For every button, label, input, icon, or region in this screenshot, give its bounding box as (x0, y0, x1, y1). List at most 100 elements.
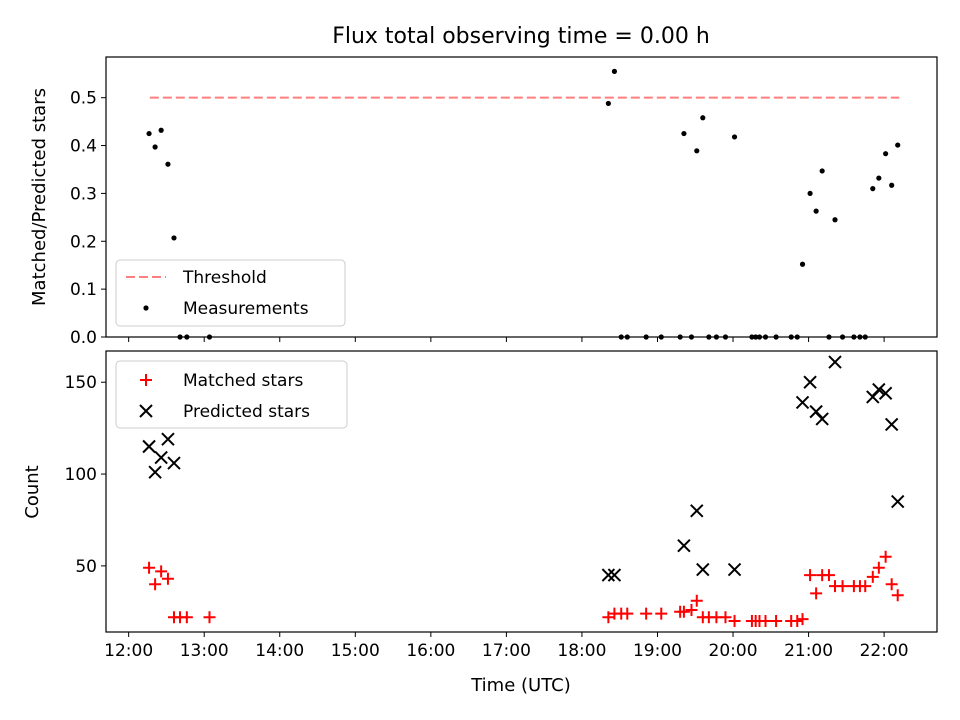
y-tick-label: 0.1 (70, 280, 97, 300)
x-tick-label: 16:00 (406, 641, 455, 661)
matched-point (836, 580, 849, 593)
predicted-point (815, 412, 829, 426)
y-tick-label: 0.5 (70, 89, 97, 109)
matched-point (728, 614, 741, 627)
legend-threshold-label: Threshold (182, 268, 267, 288)
matched-point (810, 587, 823, 600)
matched-point (149, 578, 162, 591)
matched-point (759, 614, 772, 627)
x-tick-label: 12:00 (104, 641, 153, 661)
matched-point (866, 570, 879, 583)
predicted-point (690, 504, 704, 518)
x-tick-label: 17:00 (482, 641, 531, 661)
measurement-point (171, 235, 177, 241)
legend-matched-label: Matched stars (183, 371, 303, 391)
predicted-point (167, 456, 181, 470)
chart-title: Flux total observing time = 0.00 h (332, 24, 710, 49)
measurement-point (700, 115, 706, 121)
x-tick-label: 15:00 (331, 641, 380, 661)
measurement-point (165, 161, 171, 167)
x-axis-label: Time (UTC) (470, 675, 571, 696)
predicted-point (828, 355, 842, 369)
measurement-point (694, 148, 700, 154)
legend-top: Threshold Measurements (115, 259, 346, 327)
x-tick-label: 21:00 (784, 641, 833, 661)
predicted-point (795, 395, 810, 410)
matched-point (203, 611, 216, 624)
x-tick-label: 19:00 (633, 641, 682, 661)
y-tick-label: 0.4 (70, 137, 97, 157)
predicted-point (891, 494, 905, 509)
top-panel: 0.0 0.1 0.2 0.3 0.4 0.5 Threshold Measurements (70, 56, 938, 348)
measurement-point (870, 186, 876, 192)
matched-point (655, 607, 668, 620)
predicted-point (677, 538, 691, 553)
y-tick-label: 0.2 (70, 232, 97, 252)
matched-point (885, 578, 898, 591)
measurement-point (799, 261, 806, 267)
predicted-point (154, 450, 168, 465)
matched-point (640, 607, 653, 620)
legend-matched-swatch (140, 374, 152, 386)
measurement-point (832, 217, 838, 223)
x-tick-label: 14:00 (255, 641, 304, 661)
legend-predicted-swatch (139, 404, 153, 418)
matched-point (677, 605, 690, 618)
measurement-point (895, 142, 901, 148)
plot-frame (105, 350, 938, 633)
x-tick-label: 20:00 (709, 641, 758, 661)
measurement-point (807, 190, 813, 197)
bottom-y-axis-label: Count (22, 465, 43, 518)
measurement-point (158, 127, 164, 133)
top-y-axis-label: Matched/Predicted stars (29, 88, 50, 306)
matched-point (621, 607, 634, 620)
plot-frame (105, 56, 938, 338)
y-tick-label: 100 (65, 465, 97, 485)
measurement-point (731, 134, 738, 140)
measurement-point (611, 68, 618, 74)
predicted-point (607, 568, 622, 582)
predicted-point (148, 465, 162, 479)
legend-predicted-label: Predicted stars (183, 402, 310, 422)
legend-frame (115, 360, 348, 429)
predicted-point (884, 417, 899, 432)
matched-point (180, 611, 193, 624)
y-tick-label: 0.3 (70, 184, 97, 204)
matched-point (602, 611, 615, 624)
matched-point (143, 561, 156, 574)
legend-bottom: Matched stars Predicted stars (115, 360, 348, 429)
matched-point (791, 614, 804, 627)
x-tick-label: 22:00 (860, 641, 909, 661)
matched-point (804, 569, 817, 582)
matched-point (161, 572, 174, 585)
measurement-point (152, 144, 158, 150)
x-tick-label: 13:00 (180, 641, 229, 661)
predicted-point (161, 432, 175, 446)
x-tick-label: 18:00 (557, 641, 606, 661)
measurement-point (819, 168, 825, 174)
bottom-panel: 50 100 150 12:00 13:00 14:00 15:00 16:00 17:00 18… (65, 350, 938, 661)
data-points (142, 355, 905, 627)
legend-measurements-label: Measurements (183, 299, 309, 319)
matched-point (796, 613, 809, 626)
y-tick-label: 150 (65, 373, 97, 393)
measurement-point (889, 182, 895, 188)
matched-point (690, 594, 703, 607)
matched-point (685, 603, 698, 616)
matched-point (872, 561, 885, 574)
matched-point (891, 589, 904, 602)
measurement-point (681, 130, 687, 137)
measurement-point (883, 151, 889, 157)
predicted-point (696, 562, 710, 577)
matched-point (822, 569, 835, 582)
predicted-point (601, 568, 616, 582)
matched-point (859, 580, 872, 593)
y-tick-label: 50 (75, 557, 97, 577)
legend-measurements-swatch (143, 305, 149, 311)
matched-point (719, 611, 732, 624)
predicted-point (142, 439, 156, 454)
measurement-point (605, 100, 611, 107)
predicted-point (727, 562, 742, 577)
predicted-point (803, 375, 817, 389)
